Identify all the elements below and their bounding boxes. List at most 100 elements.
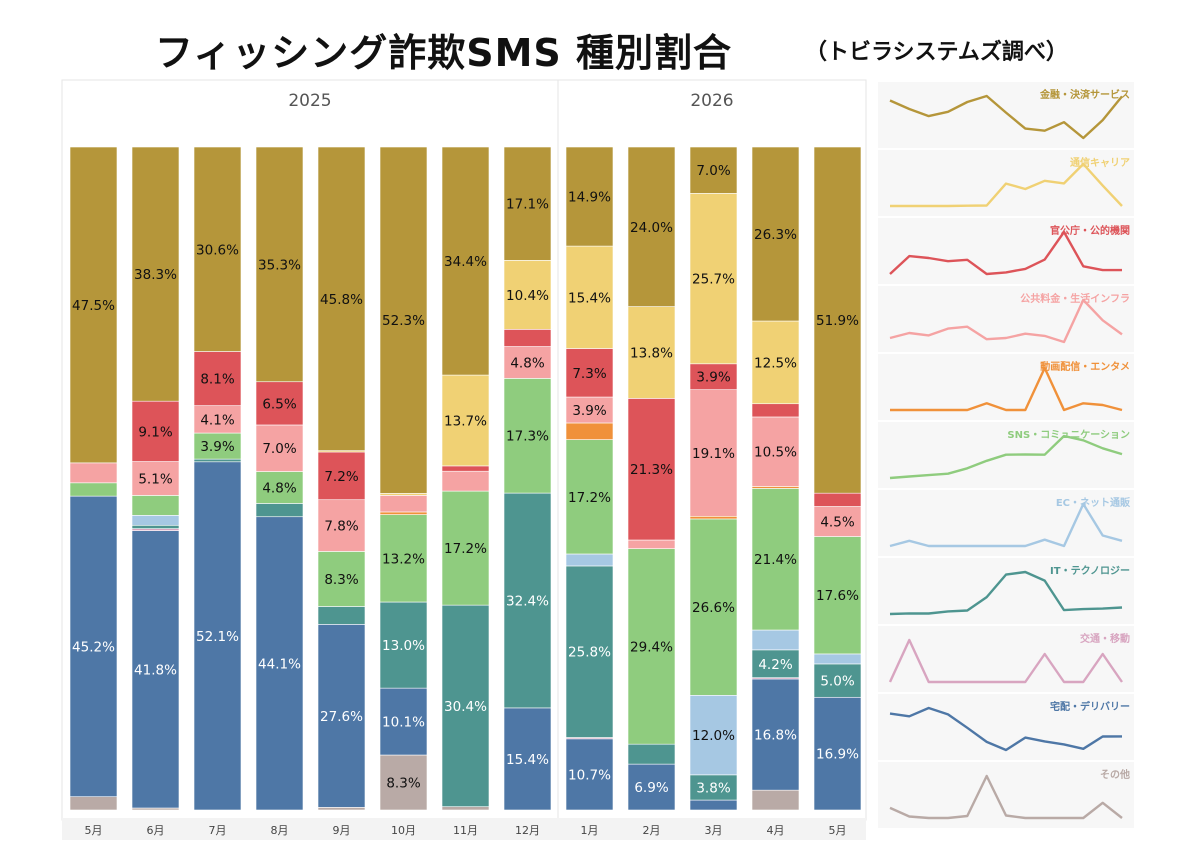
data-label-series-5-8: 17.2% [568,490,611,506]
sparkline-series-4 [889,502,1123,548]
bar-segment-series-3-2 [193,458,242,463]
data-label-series-8-8: 7.3% [572,366,606,382]
bar-segment-series-7-9 [627,539,676,549]
bar-segment-series-6-5 [379,511,428,515]
bar-segment-series-8-8 [565,348,614,398]
data-label-series-5-3: 4.8% [262,480,296,496]
data-label-series-5-4: 8.3% [324,572,358,588]
data-label-series-0-5: 8.3% [386,776,420,792]
data-label-series-10-8: 14.9% [568,190,611,206]
data-label-series-1-12: 16.9% [816,747,859,763]
data-label-series-1-11: 16.8% [754,728,797,744]
bar-segment-series-5-11 [751,488,800,631]
month-label-7: 12月 [515,824,540,837]
data-label-series-5-6: 17.2% [444,541,487,557]
month-label-3: 8月 [271,824,289,837]
bar-segment-series-8-11 [751,403,800,418]
bar-segment-series-1-7 [503,707,552,811]
bar-segment-series-5-4 [317,551,366,607]
data-label-series-7-7: 4.8% [510,355,544,371]
data-label-series-7-12: 4.5% [820,515,854,531]
bar-segment-series-10-6 [441,146,490,376]
data-label-series-10-5: 52.3% [382,313,425,329]
sparkline-series-10 [889,94,1123,140]
data-label-series-8-1: 9.1% [138,424,172,440]
month-label-0: 5月 [85,824,103,837]
bar-segment-series-8-1 [131,400,180,462]
bar-segment-series-1-10 [689,799,738,811]
data-label-series-10-0: 47.5% [72,298,115,314]
data-label-series-1-8: 10.7% [568,767,611,783]
sparkline-label-series-5: SNS・コミュニケーション [1007,429,1130,441]
sparkline-label-series-4: EC・ネット通販 [1056,496,1131,509]
data-label-series-1-7: 15.4% [506,752,549,768]
bar-segment-series-5-2 [193,432,242,460]
bar-segment-series-7-2 [193,405,242,434]
bar-segment-series-7-5 [379,495,428,513]
sparkline-series-6 [890,366,1123,412]
bar-segment-series-5-3 [255,471,304,504]
sparkline-series-5 [889,434,1123,480]
year-label-2026: 2026 [690,91,733,111]
bar-segment-series-5-0 [69,482,118,497]
bar-segment-series-7-10 [689,389,738,517]
bar-segment-series-10-8 [565,146,614,247]
month-label-9: 2月 [643,824,661,837]
data-label-series-9-11: 12.5% [754,355,797,371]
bar-segment-series-7-0 [69,462,118,484]
sparkline-label-series-1: 宅配・デリバリー [1050,700,1130,713]
bar-segment-series-5-7 [503,378,552,494]
sparkline-series-3 [889,570,1123,616]
bar-segment-series-1-5 [379,687,428,756]
data-label-series-9-10: 25.7% [692,272,735,288]
bar-segment-series-10-9 [627,146,676,307]
data-label-series-7-8: 3.9% [572,403,606,419]
bar-segment-series-3-6 [441,604,490,807]
sparkline-series-2 [888,638,1123,684]
sparkline-label-series-6: 動画配信・エンタメ [1040,360,1130,373]
bar-segment-series-8-12 [813,492,862,507]
bar-segment-series-5-6 [441,490,490,606]
bar-segment-series-8-7 [503,329,552,347]
bar-segment-series-4-1 [131,515,180,526]
data-label-series-8-9: 21.3% [630,462,673,478]
data-label-series-7-10: 19.1% [692,446,735,462]
month-label-11: 4月 [767,824,785,837]
sparkline-label-series-3: IT・テクノロジー [1050,565,1130,577]
bar-segment-series-10-11 [751,146,800,322]
data-label-series-10-10: 7.0% [696,163,730,179]
bar-segment-series-8-2 [193,351,242,406]
data-label-series-3-8: 25.8% [568,645,611,661]
sparkline-label-series-2: 交通・移動 [1080,632,1130,645]
bar-segment-series-1-0 [69,495,118,798]
data-label-series-1-3: 44.1% [258,656,301,672]
data-label-series-1-1: 41.8% [134,662,177,678]
data-label-series-10-6: 34.4% [444,254,487,270]
bar-segment-series-3-4 [317,606,366,625]
data-label-series-10-3: 35.3% [258,257,301,273]
data-label-series-9-7: 10.4% [506,288,549,304]
month-label-1: 6月 [147,824,165,837]
month-label-6: 11月 [453,824,478,837]
bar-segment-series-0-5 [379,754,428,811]
data-label-series-1-0: 45.2% [72,639,115,655]
bar-segment-series-0-4 [317,807,366,811]
sparkline-label-series-7: 公共料金・生活インフラ [1020,292,1130,305]
bar-segment-series-7-7 [503,346,552,379]
bar-segment-series-7-3 [255,424,304,472]
bar-segment-series-4-8 [565,553,614,567]
bar-segment-series-7-6 [441,470,490,492]
sparkline-series-1 [889,706,1123,752]
bar-segment-series-0-11 [751,789,800,811]
sparkline-series-8 [889,230,1122,276]
bar-segment-series-9-10 [689,193,738,365]
bar-segment-series-1-4 [317,624,366,808]
bar-segment-series-3-10 [689,774,738,801]
data-label-series-10-1: 38.3% [134,267,177,283]
data-label-series-8-4: 7.2% [324,469,358,485]
bar-segment-series-10-2 [193,146,242,352]
sparkline-label-series-0: その他 [1100,768,1130,781]
bar-segment-series-1-11 [751,678,800,791]
data-label-series-8-3: 6.5% [262,396,296,412]
